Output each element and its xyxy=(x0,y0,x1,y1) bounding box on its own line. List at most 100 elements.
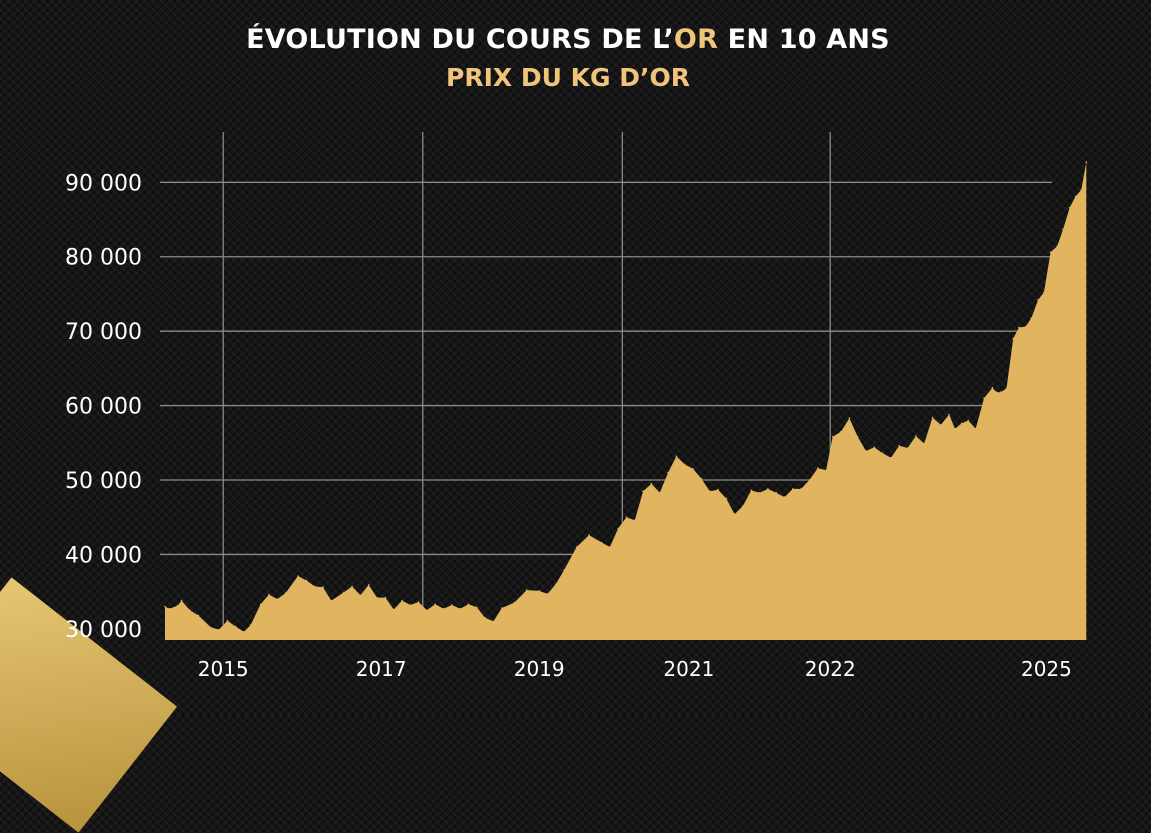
price-point xyxy=(168,607,170,610)
price-point xyxy=(546,593,549,595)
price-point xyxy=(197,614,200,617)
price-point xyxy=(758,491,761,494)
price-point xyxy=(1080,189,1083,191)
x-axis-labels: 2015 2017 2019 2021 2022 2025 xyxy=(198,657,1072,681)
price-point xyxy=(555,583,557,585)
price-point xyxy=(948,413,950,416)
price-point xyxy=(642,490,644,493)
y-tick-label: 80 000 xyxy=(65,246,142,271)
price-point xyxy=(700,477,703,480)
price-point xyxy=(409,604,412,606)
price-point xyxy=(575,546,578,548)
price-point xyxy=(525,589,528,591)
price-point xyxy=(725,497,728,500)
price-point xyxy=(817,467,819,469)
price-point xyxy=(588,534,590,536)
y-tick-label: 70 000 xyxy=(65,320,142,345)
price-point xyxy=(538,590,540,592)
price-point xyxy=(800,488,802,490)
price-point xyxy=(322,586,324,588)
price-point xyxy=(825,469,827,472)
price-point xyxy=(467,603,470,606)
price-point xyxy=(767,488,769,490)
x-tick-label: 2019 xyxy=(514,657,565,681)
price-point xyxy=(268,593,270,596)
price-point xyxy=(600,541,603,544)
price-point xyxy=(209,626,212,629)
price-point xyxy=(967,419,970,422)
price-point xyxy=(915,435,917,437)
chart-titles: ÉVOLUTION DU COURS DE L’OR EN 10 ANS PRI… xyxy=(0,22,1136,96)
price-point xyxy=(808,479,811,481)
price-point xyxy=(831,436,834,438)
price-point xyxy=(617,527,619,530)
y-axis-labels: 30 000 40 000 50 000 60 000 70 000 80 000 90 0… xyxy=(65,171,142,643)
x-tick-label: 2021 xyxy=(663,657,714,681)
price-area xyxy=(165,162,1087,640)
chart-title-highlight: OR xyxy=(673,24,719,55)
price-point xyxy=(873,446,876,449)
price-point xyxy=(384,596,387,599)
price-point xyxy=(513,602,515,604)
price-point xyxy=(792,488,794,490)
price-point xyxy=(305,579,308,582)
price-point xyxy=(376,596,378,599)
x-tick-label: 2017 xyxy=(356,657,407,681)
price-point xyxy=(1068,206,1071,209)
chart-title-prefix: ÉVOLUTION DU COURS DE L’ xyxy=(246,24,674,55)
y-tick-label: 60 000 xyxy=(65,395,142,420)
price-point xyxy=(675,455,678,458)
price-point xyxy=(243,631,245,633)
price-point xyxy=(1024,325,1027,328)
price-point xyxy=(434,603,437,606)
chart-title: ÉVOLUTION DU COURS DE L’OR EN 10 ANS xyxy=(0,22,1136,58)
price-point xyxy=(417,601,420,603)
price-point xyxy=(392,608,395,611)
price-point xyxy=(634,519,636,521)
price-point xyxy=(898,445,900,447)
price-point xyxy=(954,427,956,430)
price-point xyxy=(1012,337,1014,340)
price-point xyxy=(563,569,565,571)
price-point xyxy=(492,620,495,623)
price-point xyxy=(960,422,963,425)
price-point xyxy=(931,416,934,419)
price-point xyxy=(164,605,166,608)
price-point xyxy=(1085,161,1088,163)
price-point xyxy=(1056,245,1058,248)
y-tick-label: 40 000 xyxy=(65,543,142,568)
price-point xyxy=(226,619,229,622)
price-point xyxy=(683,463,686,466)
price-point xyxy=(625,516,628,518)
y-tick-label: 50 000 xyxy=(65,469,142,494)
price-point xyxy=(359,594,362,597)
price-point xyxy=(881,452,884,455)
price-point xyxy=(865,450,867,452)
price-point xyxy=(1037,299,1039,301)
price-point xyxy=(1043,291,1045,294)
price-point xyxy=(890,456,892,459)
price-point xyxy=(991,386,994,389)
price-point xyxy=(742,505,744,507)
price-point xyxy=(750,489,752,492)
price-point xyxy=(692,468,694,470)
price-point xyxy=(783,496,786,498)
price-area-layer xyxy=(164,161,1088,640)
price-point xyxy=(176,605,179,607)
price-point xyxy=(775,491,777,494)
gold-price-chart: 30 000 40 000 50 000 60 000 70 000 80 000 90 0… xyxy=(65,132,1088,681)
price-point xyxy=(1062,228,1064,230)
price-point xyxy=(667,471,669,474)
price-point xyxy=(501,607,503,609)
price-point xyxy=(180,599,183,602)
price-point xyxy=(1074,195,1077,198)
price-point xyxy=(284,592,287,594)
price-point xyxy=(234,625,237,628)
price-point xyxy=(343,591,345,594)
price-point xyxy=(856,436,859,438)
price-point xyxy=(717,488,719,491)
price-point xyxy=(442,607,445,610)
price-point xyxy=(906,447,909,449)
price-point xyxy=(351,585,353,588)
price-point xyxy=(840,430,842,433)
